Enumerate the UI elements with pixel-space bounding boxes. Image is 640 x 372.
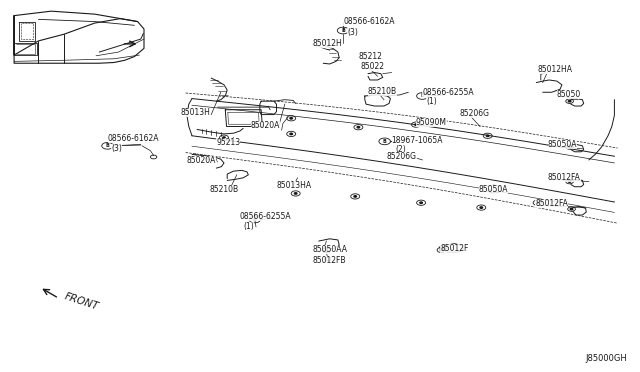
Circle shape [568, 100, 571, 102]
Circle shape [325, 249, 328, 251]
Circle shape [568, 146, 571, 148]
Text: 85210B: 85210B [210, 185, 239, 194]
Text: 85206G: 85206G [387, 152, 417, 161]
Circle shape [440, 249, 443, 251]
Circle shape [290, 133, 292, 135]
Text: B: B [420, 93, 424, 99]
Text: 85020A: 85020A [187, 156, 216, 165]
Circle shape [290, 118, 292, 119]
Text: 85013HA: 85013HA [276, 181, 312, 190]
Circle shape [357, 126, 360, 128]
Text: 08566-6255A: 08566-6255A [422, 88, 474, 97]
Text: B: B [253, 217, 257, 222]
Text: 85012FB: 85012FB [312, 256, 346, 265]
Circle shape [568, 181, 571, 182]
Circle shape [354, 196, 356, 197]
Text: 85050A: 85050A [548, 140, 577, 149]
Text: 85050A: 85050A [479, 185, 508, 194]
Text: 85020A: 85020A [251, 121, 280, 130]
Text: B: B [383, 139, 387, 144]
Text: B: B [341, 28, 345, 33]
Circle shape [223, 137, 225, 138]
Text: 95090M: 95090M [416, 118, 447, 126]
Circle shape [294, 193, 297, 194]
Text: 85012F: 85012F [440, 244, 468, 253]
Text: 08566-6162A: 08566-6162A [108, 134, 159, 143]
Text: (1): (1) [243, 222, 254, 231]
Text: 85012FA: 85012FA [548, 173, 580, 182]
Text: 08566-6255A: 08566-6255A [239, 212, 291, 221]
Circle shape [442, 247, 445, 248]
Text: 85012H: 85012H [312, 39, 342, 48]
Text: 85212: 85212 [358, 52, 382, 61]
Text: (3): (3) [347, 28, 358, 37]
Circle shape [480, 207, 483, 208]
Text: 85210B: 85210B [368, 87, 397, 96]
Text: FRONT: FRONT [63, 291, 100, 312]
Circle shape [486, 135, 489, 137]
Text: (3): (3) [111, 144, 122, 153]
Text: 85022: 85022 [360, 62, 384, 71]
Text: 18967-1065A: 18967-1065A [392, 136, 443, 145]
Text: 95213: 95213 [216, 138, 241, 147]
Text: 85013H: 85013H [180, 108, 211, 117]
Circle shape [570, 208, 573, 210]
Circle shape [420, 202, 422, 203]
Text: 85050AA: 85050AA [312, 246, 348, 254]
Circle shape [536, 202, 539, 203]
Text: B: B [106, 143, 109, 148]
Circle shape [415, 124, 417, 125]
Text: (1): (1) [426, 97, 437, 106]
Text: 85012FA: 85012FA [535, 199, 568, 208]
Text: (2): (2) [396, 145, 406, 154]
Text: 85050: 85050 [557, 90, 581, 99]
Text: 08566-6162A: 08566-6162A [343, 17, 394, 26]
Text: 85206G: 85206G [460, 109, 490, 118]
Text: 85012HA: 85012HA [538, 65, 573, 74]
Text: J85000GH: J85000GH [586, 354, 627, 363]
